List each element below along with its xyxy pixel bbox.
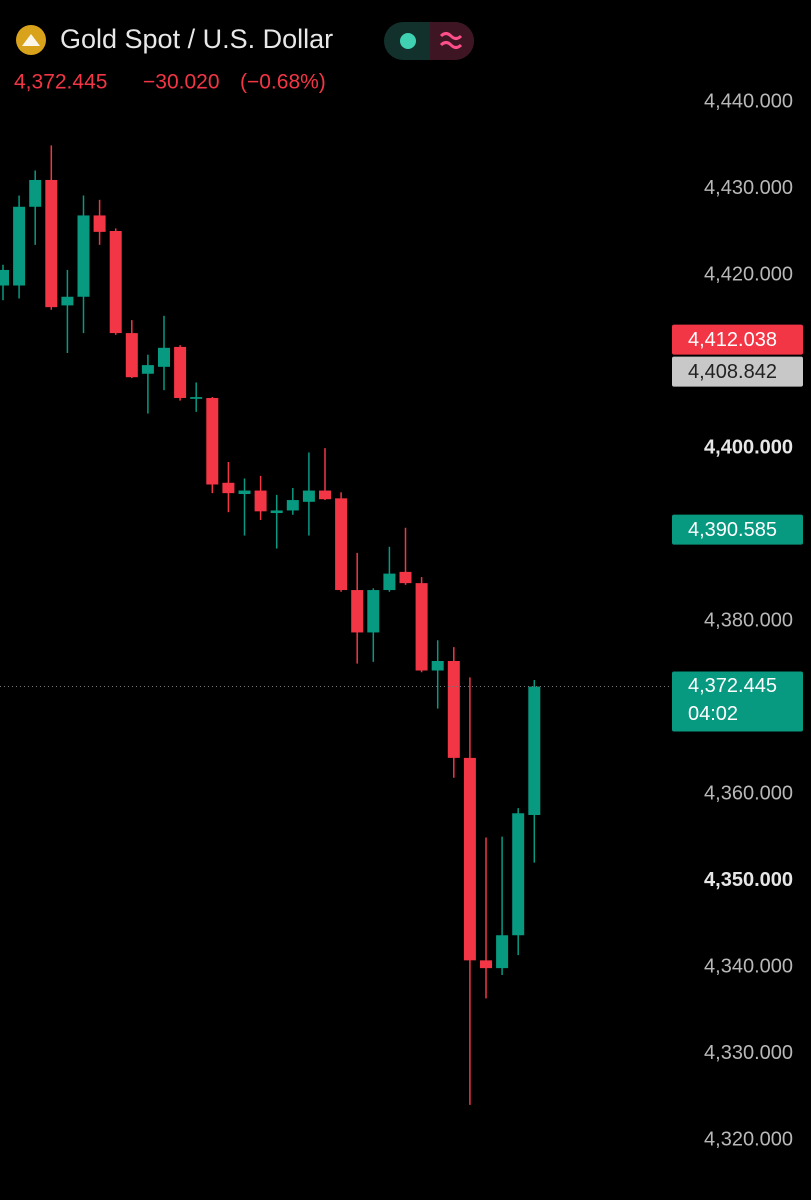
candle-body (480, 960, 492, 969)
countdown: 04:02 (688, 703, 738, 725)
candle-body (109, 231, 122, 334)
candle-body (45, 179, 58, 308)
status-dot (400, 33, 416, 49)
candle-body (302, 490, 315, 502)
candle-body (286, 500, 299, 511)
candle-body (125, 333, 138, 378)
y-tick-label: 4,320.000 (704, 1129, 793, 1151)
price-change: −30.020 (143, 71, 220, 94)
y-tick-label: 4,400.000 (704, 436, 793, 458)
candle-body (528, 686, 541, 815)
price-badge (672, 324, 803, 355)
approx-icon (439, 32, 463, 49)
candle-body (61, 296, 74, 306)
price-badge (672, 514, 803, 545)
candle-body (141, 365, 154, 374)
candle-body (190, 397, 203, 399)
candle-body (463, 757, 476, 961)
price-badge-label: 4,390.585 (688, 519, 777, 541)
chart-title: Gold Spot / U.S. Dollar (60, 24, 333, 54)
candle-body (174, 346, 187, 398)
y-tick-label: 4,330.000 (704, 1042, 793, 1064)
candle-body (367, 590, 380, 633)
header: Gold Spot / U.S. Dollar 4,372.445 −30.02… (0, 0, 560, 100)
candle-body (93, 215, 106, 232)
candle-body (13, 206, 26, 286)
last-price-badge-label: 4,372.445 (688, 675, 777, 697)
candle-body (431, 660, 444, 671)
candle-body (270, 510, 283, 514)
candle-body (399, 571, 412, 584)
candle-body (319, 490, 331, 500)
candle-body (238, 490, 251, 495)
candle-body (0, 269, 9, 286)
y-tick-label: 4,420.000 (704, 263, 793, 285)
last-price-badge (672, 671, 803, 732)
price-axis: 4,440.000 4,430.000 4,420.000 4,400.000 4,38… (672, 90, 803, 1151)
candle-body (415, 583, 428, 671)
candle-body (158, 347, 170, 367)
candle-body (29, 179, 42, 207)
symbol-icon-glyph (22, 34, 40, 46)
price-badge (672, 356, 803, 387)
candle-body (383, 573, 396, 591)
candle-body (335, 498, 348, 591)
price-change-percent: (−0.68%) (240, 71, 326, 94)
candle-body (351, 590, 364, 633)
candle-body (512, 813, 525, 936)
candle-body (254, 490, 267, 512)
candle-body (206, 397, 219, 485)
y-tick-label: 4,350.000 (704, 869, 793, 891)
y-tick-label: 4,430.000 (704, 177, 793, 199)
y-tick-label: 4,380.000 (704, 609, 793, 631)
y-tick-label: 4,360.000 (704, 783, 793, 805)
candle-body (496, 935, 509, 969)
toggle-pill-right[interactable] (430, 22, 474, 60)
price-badge-label: 4,412.038 (688, 329, 777, 351)
y-tick-label: 4,340.000 (704, 956, 793, 978)
price-badge-label: 4,408.842 (688, 361, 777, 383)
y-tick-label: 4,440.000 (704, 90, 793, 112)
last-price: 4,372.445 (14, 71, 107, 94)
plot-area (0, 145, 672, 1105)
candle-body (447, 660, 460, 758)
candle-body (77, 215, 90, 297)
candle-body (222, 482, 235, 494)
